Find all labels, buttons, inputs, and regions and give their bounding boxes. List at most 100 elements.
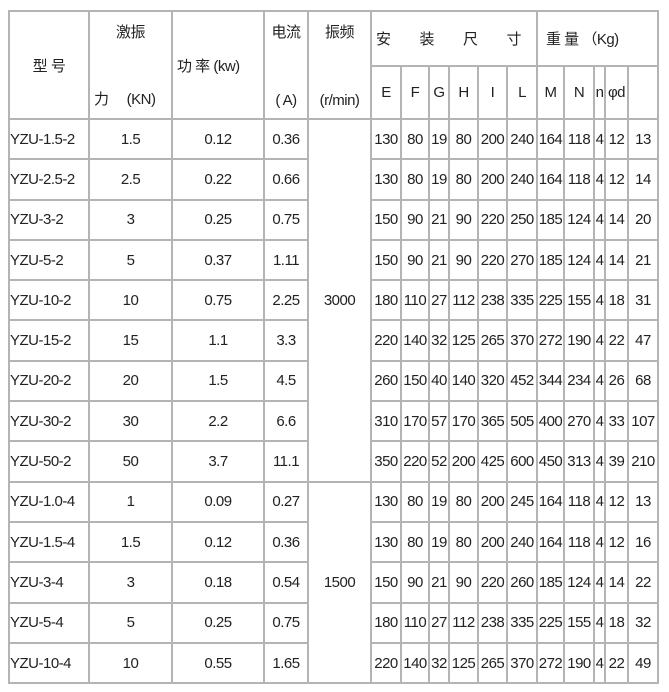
subheader-G: G	[428, 65, 450, 120]
table-cell: 21	[627, 238, 659, 282]
table-cell: 22	[604, 319, 629, 362]
subheader-N: N	[563, 65, 595, 120]
subheader-I: I	[477, 65, 508, 120]
table-cell: 80	[448, 117, 479, 161]
subheader-L: L	[506, 65, 538, 120]
table-cell: 234	[563, 359, 595, 403]
table-cell: 200	[477, 117, 508, 161]
table-cell: 185	[536, 198, 565, 241]
table-cell: 39	[604, 440, 629, 483]
table-cell: 90	[400, 561, 430, 604]
model-cell: YZU-1.0-4	[8, 480, 90, 523]
table-cell: 1.65	[263, 641, 309, 685]
table-cell: 200	[448, 440, 479, 483]
table-row: YZU-10-4 10 0.55 1.65 220 140 32 125 265 370 272 19…	[8, 641, 659, 685]
model-cell: YZU-10-2	[8, 279, 90, 322]
table-cell: 335	[506, 279, 538, 322]
table-cell: 124	[563, 198, 595, 241]
table-cell: 80	[400, 158, 430, 201]
table-cell: 12	[604, 117, 629, 161]
table-cell: 0.25	[171, 601, 265, 644]
table-cell: 260	[370, 359, 402, 403]
table-cell: 21	[428, 238, 450, 282]
table-cell: 220	[477, 561, 508, 604]
table-cell: 4	[593, 520, 606, 564]
table-cell: 12	[604, 520, 629, 564]
table-cell: 180	[370, 279, 402, 322]
header-current-top: 电流	[271, 24, 301, 41]
table-row: YZU-15-2 15 1.1 3.3 220 140 32 125 265 370 272 190 4…	[8, 319, 659, 362]
table-row: YZU-1.5-2 1.5 0.12 0.36 3000 130 80 19 80 200 240 1…	[8, 117, 659, 483]
table-cell: 90	[448, 561, 479, 604]
table-cell: 240	[506, 520, 538, 564]
table-cell: 1.1	[171, 319, 265, 362]
table-cell: 19	[428, 117, 450, 161]
table-cell: 400	[536, 400, 565, 443]
header-model: 型 号	[8, 10, 90, 120]
table-cell: 124	[563, 561, 595, 604]
table-cell: 13	[627, 480, 659, 523]
table-cell: 32	[428, 319, 450, 362]
table-cell: 200	[477, 520, 508, 564]
table-cell: 19	[428, 158, 450, 201]
table-cell: 0.09	[171, 480, 265, 523]
table-cell: 4	[593, 400, 606, 443]
table-cell: 90	[448, 238, 479, 282]
table-cell: 335	[506, 601, 538, 644]
table-cell: 260	[506, 561, 538, 604]
table-cell: 450	[536, 440, 565, 483]
table-cell: 1.5	[171, 359, 265, 403]
table-cell: 47	[627, 319, 659, 362]
model-cell: YZU-50-2	[8, 440, 90, 483]
table-cell: 164	[536, 520, 565, 564]
table-cell: 12	[604, 480, 629, 523]
table-cell: 32	[627, 601, 659, 644]
table-cell: 10	[88, 279, 173, 322]
model-cell: YZU-1.5-2	[8, 117, 90, 161]
table-cell: 6.6	[263, 400, 309, 443]
table-cell: 80	[400, 480, 430, 523]
table-cell: 0.66	[263, 158, 309, 201]
table-cell: 425	[477, 440, 508, 483]
table-cell: 150	[370, 238, 402, 282]
frequency-cell: 1500	[307, 480, 372, 685]
subheader-φd: φd	[604, 65, 629, 120]
table-cell: 200	[477, 158, 508, 201]
table-cell: 320	[477, 359, 508, 403]
table-cell: 19	[428, 480, 450, 523]
table-cell: 30	[88, 400, 173, 443]
table-cell: 238	[477, 601, 508, 644]
table-cell: 4	[593, 319, 606, 362]
table-cell: 90	[448, 198, 479, 241]
table-cell: 80	[400, 117, 430, 161]
table-cell: 0.27	[263, 480, 309, 523]
table-row: YZU-1.0-4 1 0.09 0.27 1500 130 80 19 80 200 245 164…	[8, 480, 659, 685]
table-row: YZU-3-2 3 0.25 0.75 150 90 21 90 220 250 185 124 4 14…	[8, 198, 659, 241]
table-cell: 0.18	[171, 561, 265, 604]
table-cell: 350	[370, 440, 402, 483]
table-cell: 164	[536, 158, 565, 201]
table-cell: 0.12	[171, 117, 265, 161]
table-cell: 21	[428, 198, 450, 241]
table-cell: 0.75	[263, 601, 309, 644]
table-cell: 200	[477, 480, 508, 523]
table-cell: 3.3	[263, 319, 309, 362]
table-row: YZU-5-2 5 0.37 1.11 150 90 21 90 220 270 185 124 4 14…	[8, 238, 659, 282]
table-cell: 240	[506, 158, 538, 201]
table-cell: 185	[536, 238, 565, 282]
model-cell: YZU-30-2	[8, 400, 90, 443]
table-cell: 4	[593, 117, 606, 161]
table-cell: 2.25	[263, 279, 309, 322]
table-cell: 26	[604, 359, 629, 403]
table-cell: 4	[593, 641, 606, 685]
table-cell: 40	[428, 359, 450, 403]
table-cell: 505	[506, 400, 538, 443]
table-cell: 140	[400, 641, 430, 685]
table-cell: 164	[536, 117, 565, 161]
table-cell: 4	[593, 359, 606, 403]
table-cell: 4	[593, 238, 606, 282]
table-cell: 190	[563, 641, 595, 685]
table-cell: 140	[448, 359, 479, 403]
table-cell: 16	[627, 520, 659, 564]
table-cell: 0.75	[263, 198, 309, 241]
